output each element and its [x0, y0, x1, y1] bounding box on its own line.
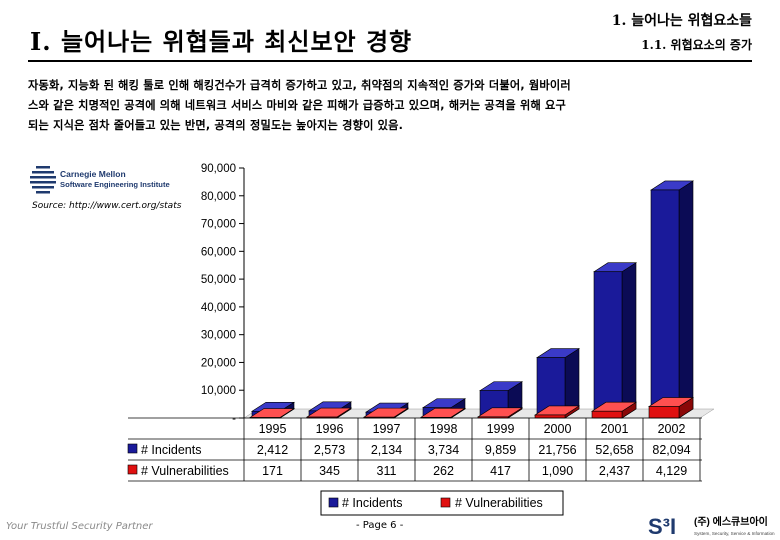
data-label-vulnerabilities: 311: [377, 464, 397, 478]
data-label-incidents: 9,859: [485, 443, 516, 457]
data-label-vulnerabilities: 1,090: [542, 464, 573, 478]
company-name: (주) 에스큐브아이: [694, 515, 768, 528]
data-label-vulnerabilities: 345: [319, 464, 340, 478]
body-line: 자동화, 지능화 된 해킹 툴로 인해 해킹건수가 급격히 증가하고 있고, 취…: [28, 79, 571, 92]
x-tick-label: 2000: [544, 422, 572, 436]
y-tick-label: 20,000: [201, 357, 236, 369]
logo-line-1: Carnegie Mellon: [60, 169, 126, 179]
section-subtitle: 1. 늘어나는 위협요소들: [611, 13, 752, 29]
data-label-vulnerabilities: 417: [490, 464, 511, 478]
company-subtitle: System, Security, Service & Information: [694, 531, 775, 536]
table-row-label-vulnerabilities: # Vulnerabilities: [141, 464, 229, 478]
y-tick-label: 90,000: [201, 163, 236, 175]
page-title: I. 늘어나는 위협들과 최신보안 경향: [30, 27, 413, 56]
x-tick-label: 1998: [430, 422, 458, 436]
bar-incidents-side: [621, 262, 637, 419]
body-line: 스와 같은 치명적인 공격에 의해 네트워크 서비스 마비와 같은 피해가 급증…: [28, 99, 567, 112]
y-tick-label: -: [232, 413, 236, 425]
legend-swatch-vulnerabilities: [127, 464, 138, 475]
globe-icon: [30, 166, 56, 194]
y-tick-label: 30,000: [201, 330, 236, 342]
x-tick-label: 1996: [316, 422, 344, 436]
table-row-label-incidents: # Incidents: [141, 443, 201, 457]
data-label-incidents: 3,734: [428, 443, 459, 457]
legend-swatch-incidents: [328, 497, 339, 508]
y-tick-label: 70,000: [201, 219, 236, 231]
data-label-incidents: 52,658: [595, 443, 633, 457]
legend-label-vulnerabilities: # Vulnerabilities: [455, 496, 543, 510]
bar-vulnerabilities: [534, 414, 566, 419]
logo-line-2: Software Engineering Institute: [60, 180, 170, 189]
bar-vulnerabilities: [648, 406, 680, 419]
y-tick-label: 40,000: [201, 302, 236, 314]
body-paragraph: 자동화, 지능화 된 해킹 툴로 인해 해킹건수가 급격히 증가하고 있고, 취…: [28, 76, 750, 136]
data-label-vulnerabilities: 262: [433, 464, 454, 478]
page-number: - Page 6 -: [356, 520, 404, 531]
bar-chart: - 10,000 20,000 30,000 40,000 50,000 60,000 70,…: [127, 163, 715, 516]
body-line: 되는 지식은 점차 줄어들고 있는 반면, 공격의 정밀도는 높아지는 경향이 …: [28, 119, 404, 132]
data-label-incidents: 82,094: [652, 443, 690, 457]
legend-swatch-incidents: [127, 443, 138, 454]
x-tick-label: 1995: [259, 422, 287, 436]
cmu-sei-logo: Carnegie Mellon Software Engineering Ins…: [30, 166, 170, 194]
x-tick-label: 1999: [487, 422, 515, 436]
header-rule: [28, 60, 752, 62]
bar-incidents: [650, 189, 680, 419]
x-tick-label: 2002: [658, 422, 686, 436]
data-label-incidents: 21,756: [538, 443, 576, 457]
legend-swatch-vulnerabilities: [440, 497, 451, 508]
footer-tagline: Your Trustful Security Partner: [6, 521, 153, 532]
data-label-vulnerabilities: 2,437: [599, 464, 630, 478]
data-label-incidents: 2,412: [257, 443, 288, 457]
y-tick-label: 50,000: [201, 274, 236, 286]
x-tick-label: 2001: [601, 422, 629, 436]
y-tick-label: 60,000: [201, 246, 236, 258]
x-tick-label: 1997: [373, 422, 401, 436]
data-label-incidents: 2,134: [371, 443, 402, 457]
y-tick-label: 80,000: [201, 191, 236, 203]
subsection-subtitle: 1.1. 위협요소의 증가: [641, 38, 752, 52]
data-label-vulnerabilities: 4,129: [656, 464, 687, 478]
logo-mark: S³I: [648, 514, 676, 539]
bar-vulnerabilities: [591, 410, 623, 419]
legend-label-incidents: # Incidents: [342, 496, 402, 510]
y-tick-label: 10,000: [201, 385, 236, 397]
data-label-vulnerabilities: 171: [262, 464, 283, 478]
bar-incidents-side: [678, 180, 694, 419]
company-logo: S³I (주) 에스큐브아이 System, Security, Service…: [648, 514, 775, 539]
source-caption: Source: http://www.cert.org/stats: [32, 201, 182, 211]
bar-incidents: [593, 271, 623, 419]
data-label-incidents: 2,573: [314, 443, 345, 457]
